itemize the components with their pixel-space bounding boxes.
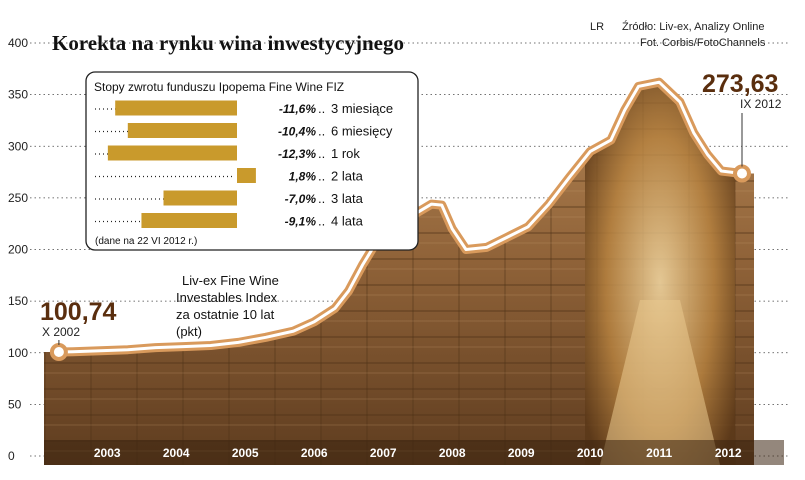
inset-value-label: -10,4% — [278, 125, 316, 139]
inset-bar — [141, 213, 237, 228]
index-label-line-3: za ostatnie 10 lat — [176, 307, 275, 322]
x-tick-label: 2004 — [163, 446, 190, 460]
start-value-label: 100,74 — [40, 298, 117, 326]
start-date-label: X 2002 — [42, 325, 80, 339]
inset-separator: .. — [318, 214, 325, 229]
index-label-line-1: Liv-ex Fine Wine — [182, 273, 279, 288]
chart-title: Korekta na rynku wina inwestycyjnego — [52, 31, 404, 55]
inset-separator: .. — [318, 101, 325, 116]
y-tick-label: 250 — [8, 191, 28, 205]
x-tick-label: 2012 — [715, 446, 742, 460]
end-date-label: IX 2012 — [740, 97, 782, 111]
inset-separator: .. — [318, 124, 325, 139]
inset-period-label: 2 lata — [331, 169, 364, 184]
year-band — [44, 440, 784, 465]
x-tick-label: 2011 — [646, 446, 672, 460]
inset-bar — [115, 100, 237, 116]
y-tick-label: 400 — [8, 36, 28, 50]
inset-separator: .. — [318, 169, 325, 184]
x-tick-label: 2008 — [439, 446, 466, 460]
credit-initials: LR — [590, 21, 604, 33]
inset-separator: .. — [318, 146, 325, 161]
x-tick-label: 2010 — [577, 446, 604, 460]
x-tick-label: 2007 — [370, 446, 397, 460]
x-tick-label: 2005 — [232, 446, 259, 460]
y-tick-label: 50 — [8, 397, 22, 411]
x-tick-label: 2003 — [94, 446, 121, 460]
y-axis-ticks: 0 50 100 150 200 250 300 350 400 — [8, 36, 28, 463]
index-line — [57, 80, 744, 354]
inset-value-label: -7,0% — [285, 192, 317, 206]
inset-note: (dane na 22 VI 2012 r.) — [95, 236, 197, 247]
x-tick-label: 2009 — [508, 446, 535, 460]
inset-bar-group: -11,6%.. 3 miesiące -10,4%.. 6 miesięcy -12,… — [95, 100, 393, 229]
inset-period-label: 4 lata — [331, 214, 364, 229]
end-point-marker — [733, 164, 751, 183]
inset-box: Stopy zwrotu funduszu Ipopema Fine Wine … — [85, 71, 419, 251]
end-value-label: 273,63 — [702, 70, 778, 98]
y-tick-label: 150 — [8, 294, 28, 308]
index-label-line-2: Investables Index — [176, 290, 278, 305]
y-tick-label: 100 — [8, 346, 28, 360]
inset-period-label: 1 rok — [331, 146, 360, 161]
y-tick-label: 350 — [8, 88, 28, 102]
inset-bar — [237, 168, 256, 183]
source-line: Źródło: Liv-ex, Analizy Online — [622, 20, 764, 33]
inset-separator: .. — [318, 191, 325, 206]
inset-title: Stopy zwrotu funduszu Ipopema Fine Wine … — [94, 80, 344, 94]
x-tick-label: 2006 — [301, 446, 328, 460]
inset-value-label: -11,6% — [279, 102, 316, 116]
inset-value-label: 1,8% — [289, 170, 317, 184]
y-tick-label: 300 — [8, 139, 28, 153]
start-point-marker — [49, 342, 68, 361]
inset-value-label: -9,1% — [285, 215, 317, 229]
inset-value-label: -12,3% — [278, 147, 316, 161]
y-tick-label: 0 — [8, 449, 15, 463]
inset-period-label: 3 lata — [331, 191, 364, 206]
inset-bar — [163, 190, 237, 206]
inset-bar — [127, 123, 237, 138]
inset-period-label: 3 miesiące — [331, 101, 393, 116]
inset-bar — [107, 145, 237, 161]
index-label-line-4: (pkt) — [176, 324, 202, 339]
y-tick-label: 200 — [8, 243, 28, 257]
inset-period-label: 6 miesięcy — [331, 124, 393, 139]
photo-credit: Fot. Corbis/FotoChannels — [640, 37, 766, 49]
x-axis-years: 2003 2004 2005 2006 2007 2008 2009 2010 2011 2012 — [94, 446, 742, 460]
